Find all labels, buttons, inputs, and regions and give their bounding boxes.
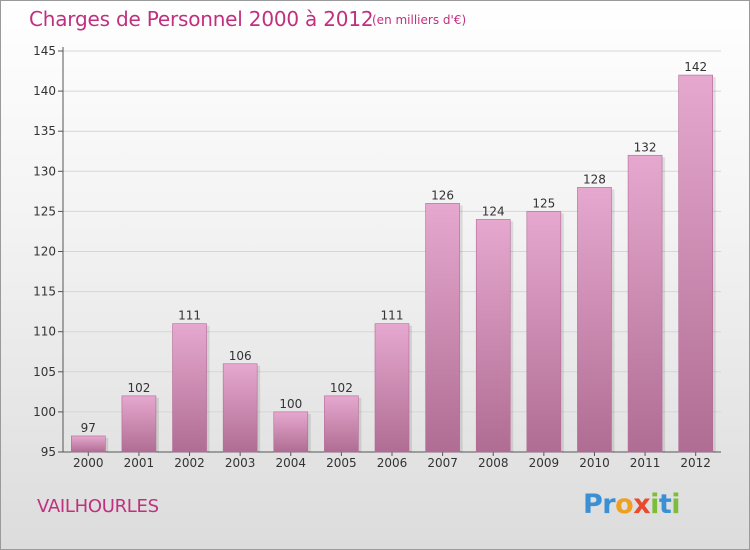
chart-subtitle: (en milliers d'€) [372,13,467,27]
y-tick-label: 95 [41,445,56,459]
proxiti-logo: Proxiti [583,489,681,520]
logo-letter: t [658,489,672,520]
y-tick-label: 145 [33,44,56,58]
x-tick-label: 2008 [478,456,509,470]
bar-value-label: 102 [330,381,353,395]
x-tick-label: 2007 [427,456,458,470]
logo-letter: i [650,489,659,520]
y-tick-label: 125 [33,204,56,218]
bar [324,395,359,453]
logo-letter: i [671,489,681,520]
logo-letter: o [615,489,634,520]
x-tick-label: 2010 [579,456,610,470]
y-tick-label: 135 [33,124,56,138]
logo-letter: x [633,489,651,520]
bar-value-label: 128 [583,172,606,186]
logo-letter: P [583,489,603,520]
x-tick-label: 2012 [680,456,711,470]
bar-value-label: 142 [684,60,707,74]
y-tick-label: 100 [33,405,56,419]
bar [222,363,258,453]
bar [172,323,207,453]
x-tick-label: 2003 [225,456,256,470]
bar-value-label: 126 [431,188,454,202]
bar-value-label: 111 [381,309,404,323]
y-tick-label: 105 [33,365,56,379]
bar [273,411,309,453]
x-tick-label: 2006 [377,456,408,470]
x-tick-label: 2001 [124,456,155,470]
bar [526,211,562,453]
bar-value-label: 111 [178,309,201,323]
bar-value-label: 102 [127,381,150,395]
bar-value-label: 132 [634,140,657,154]
bar [71,435,106,453]
bar [475,219,511,453]
chart-title: Charges de Personnel 2000 à 2012 [29,7,374,31]
x-tick-label: 2004 [275,456,306,470]
y-tick-label: 115 [33,285,56,299]
y-tick-label: 140 [33,84,56,98]
commune-name: VAILHOURLES [37,496,159,517]
bar-value-label: 100 [279,397,302,411]
x-tick-label: 2002 [174,456,205,470]
bar [678,74,713,453]
logo-letter: r [602,489,616,520]
x-tick-label: 2011 [630,456,661,470]
x-tick-label: 2005 [326,456,357,470]
bar-value-label: 125 [532,196,555,210]
bar [627,154,663,453]
bar-value-label: 97 [81,421,96,435]
bar-value-label: 124 [482,204,505,218]
x-tick-label: 2009 [529,456,560,470]
bar [374,323,410,453]
bar-value-label: 106 [229,349,252,363]
bar [121,395,157,453]
y-tick-label: 120 [33,245,56,259]
y-tick-label: 130 [33,164,56,178]
bar [577,187,612,453]
x-tick-label: 2000 [73,456,104,470]
y-tick-label: 110 [33,325,56,339]
bar [425,203,460,453]
